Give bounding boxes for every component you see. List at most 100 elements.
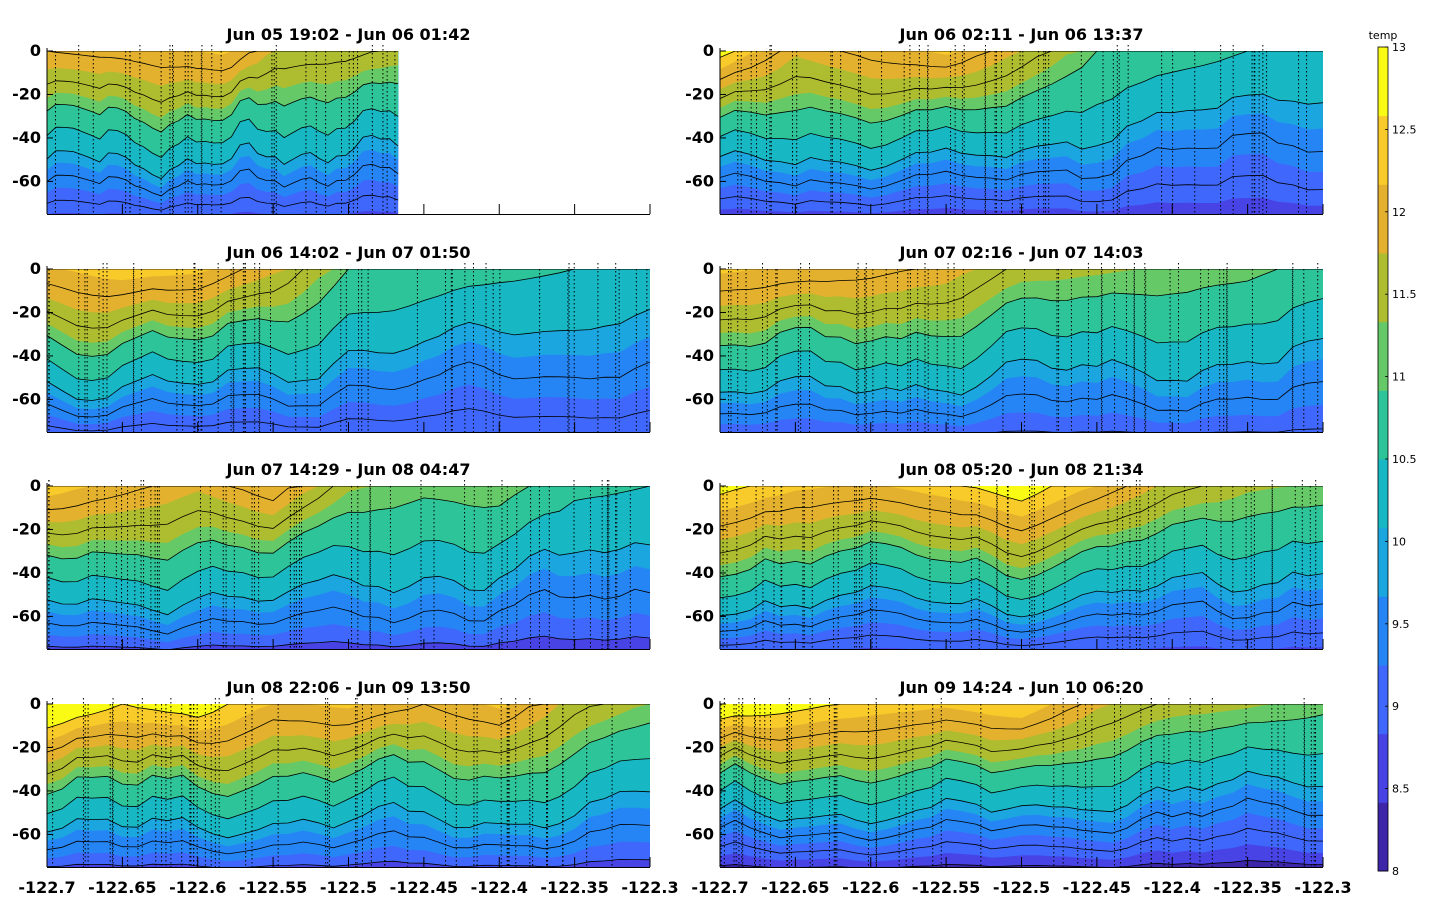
panel-4: 0 -20 -40 -60 Jun 07 02:16 - Jun 07 14:03 [685, 243, 1324, 433]
panel-5: 0 -20 -40 -60 Jun 07 14:29 - Jun 08 04:47 [12, 460, 651, 650]
y-tick-label: 0 [703, 259, 714, 278]
y-tick-label: 0 [30, 694, 41, 713]
y-tick-label: -40 [685, 781, 714, 800]
y-tick-label: 0 [703, 476, 714, 495]
y-tick-label: 0 [30, 41, 41, 60]
colorbar-tick-label: 13 [1392, 41, 1406, 54]
colorbar-swatch [1378, 733, 1388, 803]
temperature-field [720, 51, 1323, 214]
colorbar-tick-label: 11.5 [1392, 288, 1417, 301]
x-tick-label: -122.5 [993, 878, 1050, 897]
colorbar-tick-label: 8.5 [1392, 783, 1410, 796]
y-tick-label: -60 [12, 171, 41, 190]
y-tick-label: -40 [12, 563, 41, 582]
colorbar-swatch [1378, 47, 1388, 117]
panel-6: 0 -20 -40 -60 Jun 08 05:20 - Jun 08 21:34 [685, 460, 1324, 650]
y-tick-label: -60 [685, 824, 714, 843]
x-tick-label: -122.3 [621, 878, 678, 897]
temperature-field [720, 704, 1323, 867]
colorbar-tick-label: 10 [1392, 535, 1406, 548]
x-tick-label: -122.3 [1294, 878, 1351, 897]
y-tick-label: -40 [12, 128, 41, 147]
y-tick-label: 0 [30, 259, 41, 278]
colorbar-swatch [1378, 390, 1388, 460]
panel-title: Jun 07 14:29 - Jun 08 04:47 [226, 460, 471, 479]
panel-title: Jun 05 19:02 - Jun 06 01:42 [226, 25, 471, 44]
x-tick-label: -122.7 [691, 878, 748, 897]
y-tick-label: -40 [685, 346, 714, 365]
x-tick-label: -122.35 [540, 878, 608, 897]
colorbar-tick-label: 12.5 [1392, 123, 1417, 136]
x-tick-label: -122.4 [1144, 878, 1201, 897]
panel-1: 0 -20 -40 -60 Jun 05 19:02 - Jun 06 01:42 [12, 25, 651, 215]
colorbar-swatch [1378, 665, 1388, 735]
x-tick-label: -122.55 [912, 878, 980, 897]
colorbar-tick-label: 9.5 [1392, 618, 1410, 631]
colorbar-swatch [1378, 596, 1388, 666]
y-tick-label: -20 [12, 302, 41, 321]
panel-title: Jun 08 22:06 - Jun 09 13:50 [226, 678, 471, 697]
x-tick-label: -122.6 [169, 878, 226, 897]
x-tick-label: -122.5 [320, 878, 377, 897]
panel-8: 0 -20 -40 -60 Jun 09 14:24 - Jun 10 06:20 [685, 678, 1324, 868]
y-tick-label: -20 [12, 84, 41, 103]
temperature-field [47, 704, 650, 867]
x-tick-label: -122.35 [1213, 878, 1281, 897]
colorbar-swatch [1378, 253, 1388, 323]
y-tick-label: -60 [685, 389, 714, 408]
x-tick-label: -122.65 [761, 878, 829, 897]
y-tick-label: -60 [685, 606, 714, 625]
panels-group: 0 -20 -40 -60 Jun 05 19:02 - Jun 06 01:42 0 -2… [12, 25, 1352, 897]
x-tick-label: -122.6 [842, 878, 899, 897]
y-tick-label: -60 [12, 824, 41, 843]
panel-title: Jun 08 05:20 - Jun 08 21:34 [899, 460, 1144, 479]
panel-title: Jun 06 02:11 - Jun 06 13:37 [899, 25, 1144, 44]
x-tick-label: -122.45 [1063, 878, 1131, 897]
temperature-field [720, 486, 1323, 649]
y-tick-label: 0 [30, 476, 41, 495]
y-tick-label: 0 [703, 694, 714, 713]
x-tick-label: -122.45 [390, 878, 458, 897]
colorbar: 13 12.5 12 11.5 11 10.5 10 9.5 9 8.5 8 temp [1369, 29, 1417, 878]
temperature-field [47, 269, 650, 432]
y-tick-label: -20 [685, 302, 714, 321]
panel-title: Jun 09 14:24 - Jun 10 06:20 [899, 678, 1144, 697]
y-tick-label: 0 [703, 41, 714, 60]
y-tick-label: -20 [12, 519, 41, 538]
colorbar-swatch [1378, 527, 1388, 597]
panel-2: 0 -20 -40 -60 Jun 06 02:11 - Jun 06 13:37 [685, 25, 1324, 215]
temperature-field [47, 51, 399, 214]
colorbar-tick-label: 8 [1392, 865, 1399, 878]
y-tick-label: -40 [12, 781, 41, 800]
y-tick-label: -40 [12, 346, 41, 365]
x-tick-label: -122.65 [88, 878, 156, 897]
y-tick-label: -20 [685, 84, 714, 103]
y-tick-label: -20 [685, 737, 714, 756]
temperature-field [720, 269, 1323, 432]
temperature-field [47, 486, 650, 649]
colorbar-swatch [1378, 115, 1388, 185]
y-tick-label: -60 [12, 389, 41, 408]
colorbar-label: temp [1369, 29, 1398, 42]
colorbar-swatch [1378, 459, 1388, 529]
y-tick-label: -20 [12, 737, 41, 756]
x-tick-label: -122.55 [239, 878, 307, 897]
y-tick-label: -40 [685, 563, 714, 582]
colorbar-swatch [1378, 802, 1388, 872]
colorbar-tick-label: 9 [1392, 700, 1399, 713]
panel-7: 0 -20 -40 -60 Jun 08 22:06 - Jun 09 13:50 [12, 678, 651, 868]
y-tick-label: -20 [685, 519, 714, 538]
x-tick-label: -122.7 [18, 878, 75, 897]
y-tick-label: -40 [685, 128, 714, 147]
colorbar-tick-label: 11 [1392, 371, 1406, 384]
colorbar-swatch [1378, 321, 1388, 391]
y-tick-label: -60 [685, 171, 714, 190]
panel-title: Jun 06 14:02 - Jun 07 01:50 [226, 243, 471, 262]
panel-3: 0 -20 -40 -60 Jun 06 14:02 - Jun 07 01:50 [12, 243, 651, 433]
colorbar-tick-label: 10.5 [1392, 453, 1417, 466]
panel-title: Jun 07 02:16 - Jun 07 14:03 [899, 243, 1144, 262]
x-tick-label: -122.4 [471, 878, 528, 897]
colorbar-swatch [1378, 184, 1388, 254]
y-tick-label: -60 [12, 606, 41, 625]
